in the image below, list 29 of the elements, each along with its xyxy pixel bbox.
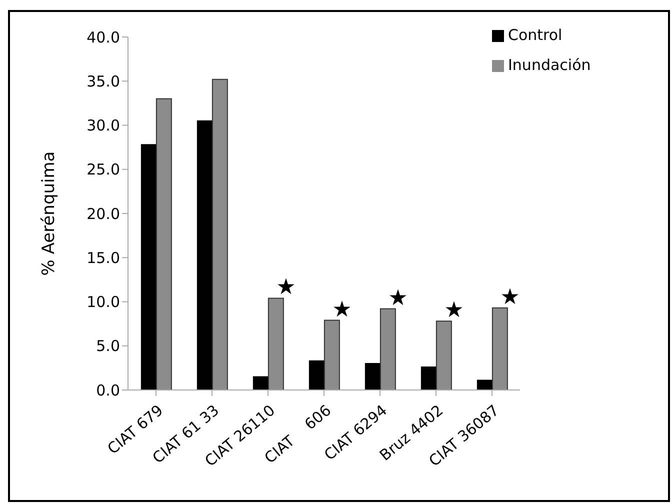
y-tick-label: 0.0 <box>96 381 120 400</box>
bar <box>156 98 172 390</box>
bar <box>140 144 157 390</box>
y-tick-label: 40.0 <box>86 28 120 46</box>
legend-label: Control <box>508 26 562 44</box>
y-tick-label: 10.0 <box>86 293 120 312</box>
legend-label: Inundación <box>508 56 591 74</box>
annotation: ★ <box>500 284 520 310</box>
y-tick-label: 25.0 <box>86 160 120 179</box>
bar <box>436 320 452 390</box>
bar <box>212 78 228 390</box>
annotation: ★ <box>276 275 296 300</box>
y-tick-label: 20.0 <box>86 204 120 223</box>
bar <box>364 363 381 390</box>
bar <box>268 298 284 390</box>
y-axis-title: % Aerénquima <box>39 151 60 276</box>
y-tick-label: 15.0 <box>86 248 120 267</box>
annotation: ★ <box>388 286 408 311</box>
bar <box>308 360 325 390</box>
y-tick-label: 5.0 <box>96 337 120 356</box>
y-tick-label: 30.0 <box>86 116 120 135</box>
bar <box>196 120 213 390</box>
annotation: ★ <box>444 298 464 324</box>
y-tick-label: 35.0 <box>86 72 120 90</box>
annotation: ★ <box>332 297 352 322</box>
bar <box>420 366 437 390</box>
bar <box>492 307 508 390</box>
bar <box>380 308 396 390</box>
bar <box>324 320 340 390</box>
